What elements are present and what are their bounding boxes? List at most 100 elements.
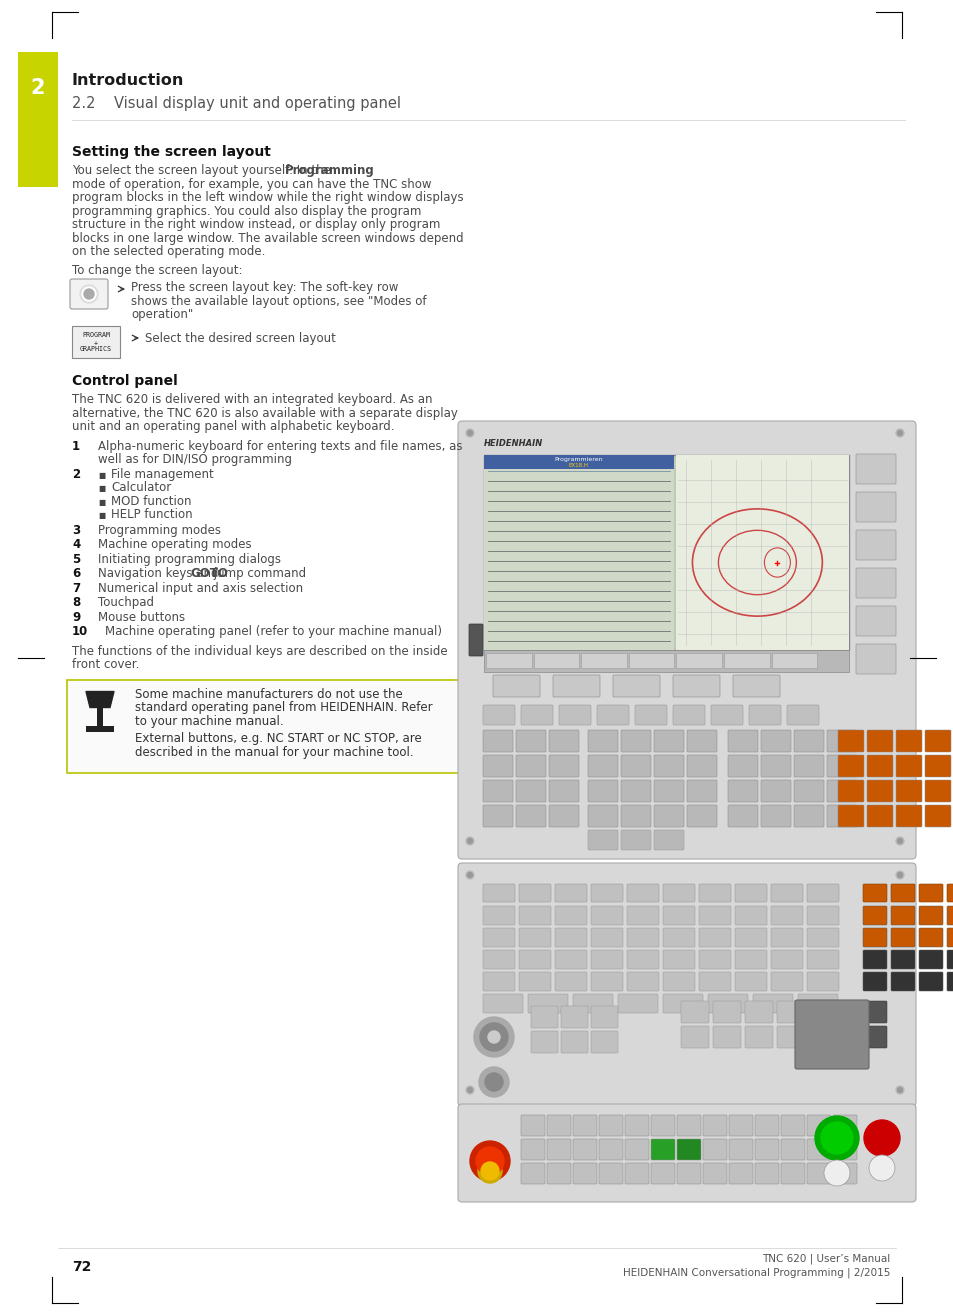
FancyBboxPatch shape — [624, 1162, 648, 1184]
Text: The TNC 620 is delivered with an integrated keyboard. As an: The TNC 620 is delivered with an integra… — [71, 393, 432, 406]
FancyBboxPatch shape — [702, 1115, 726, 1136]
FancyBboxPatch shape — [866, 730, 892, 752]
FancyBboxPatch shape — [686, 805, 717, 827]
FancyBboxPatch shape — [654, 805, 683, 827]
FancyBboxPatch shape — [662, 994, 702, 1013]
FancyBboxPatch shape — [573, 1115, 597, 1136]
FancyBboxPatch shape — [793, 730, 823, 752]
FancyBboxPatch shape — [924, 780, 950, 802]
Circle shape — [868, 1155, 894, 1181]
Text: 72: 72 — [71, 1260, 91, 1274]
FancyBboxPatch shape — [699, 928, 730, 947]
Text: 10: 10 — [71, 625, 89, 638]
FancyBboxPatch shape — [620, 755, 650, 777]
FancyBboxPatch shape — [613, 675, 659, 697]
FancyBboxPatch shape — [770, 928, 802, 947]
Circle shape — [895, 429, 903, 437]
FancyBboxPatch shape — [662, 884, 695, 902]
Circle shape — [467, 1088, 472, 1093]
FancyBboxPatch shape — [855, 606, 895, 636]
FancyBboxPatch shape — [793, 805, 823, 827]
FancyBboxPatch shape — [677, 1162, 700, 1184]
FancyBboxPatch shape — [485, 654, 531, 668]
Text: programming graphics. You could also display the program: programming graphics. You could also dis… — [71, 205, 421, 217]
FancyBboxPatch shape — [482, 884, 515, 902]
FancyBboxPatch shape — [482, 972, 515, 992]
FancyBboxPatch shape — [597, 705, 628, 725]
FancyBboxPatch shape — [924, 730, 950, 752]
Text: alternative, the TNC 620 is also available with a separate display: alternative, the TNC 620 is also availab… — [71, 406, 457, 419]
FancyBboxPatch shape — [770, 884, 802, 902]
FancyBboxPatch shape — [855, 530, 895, 560]
Text: on the selected operating mode.: on the selected operating mode. — [71, 245, 265, 258]
FancyBboxPatch shape — [946, 972, 953, 992]
Circle shape — [895, 1086, 903, 1094]
FancyBboxPatch shape — [590, 928, 622, 947]
FancyBboxPatch shape — [573, 1162, 597, 1184]
FancyBboxPatch shape — [837, 755, 863, 777]
Polygon shape — [86, 692, 113, 707]
FancyBboxPatch shape — [806, 906, 838, 924]
Circle shape — [821, 1122, 852, 1155]
FancyBboxPatch shape — [837, 780, 863, 802]
FancyBboxPatch shape — [553, 675, 599, 697]
Text: HEIDENHAIN: HEIDENHAIN — [483, 439, 542, 448]
Circle shape — [467, 839, 472, 843]
FancyBboxPatch shape — [650, 1162, 675, 1184]
FancyBboxPatch shape — [618, 994, 658, 1013]
Text: You select the screen layout yourself: In the: You select the screen layout yourself: I… — [71, 164, 335, 178]
Circle shape — [897, 839, 902, 843]
Text: 2.2    Visual display unit and operating panel: 2.2 Visual display unit and operating pa… — [71, 96, 400, 110]
FancyBboxPatch shape — [918, 884, 942, 902]
FancyBboxPatch shape — [520, 1162, 544, 1184]
FancyBboxPatch shape — [71, 326, 120, 358]
Circle shape — [465, 1086, 474, 1094]
Text: Select the desired screen layout: Select the desired screen layout — [145, 331, 335, 345]
FancyBboxPatch shape — [862, 949, 886, 969]
FancyBboxPatch shape — [546, 1162, 571, 1184]
FancyBboxPatch shape — [635, 705, 666, 725]
FancyBboxPatch shape — [67, 680, 467, 772]
FancyBboxPatch shape — [781, 1139, 804, 1160]
FancyBboxPatch shape — [699, 884, 730, 902]
Circle shape — [897, 1088, 902, 1093]
FancyBboxPatch shape — [895, 755, 921, 777]
FancyBboxPatch shape — [699, 906, 730, 924]
Text: 4: 4 — [71, 538, 80, 551]
FancyBboxPatch shape — [781, 1115, 804, 1136]
FancyBboxPatch shape — [650, 1115, 675, 1136]
FancyBboxPatch shape — [837, 805, 863, 827]
Text: to your machine manual.: to your machine manual. — [135, 714, 283, 727]
FancyBboxPatch shape — [770, 972, 802, 992]
FancyBboxPatch shape — [482, 805, 513, 827]
FancyBboxPatch shape — [702, 1139, 726, 1160]
FancyBboxPatch shape — [862, 906, 886, 924]
Text: Introduction: Introduction — [71, 74, 184, 88]
FancyBboxPatch shape — [806, 928, 838, 947]
FancyBboxPatch shape — [518, 972, 551, 992]
Circle shape — [479, 1023, 507, 1051]
Text: program blocks in the left window while the right window displays: program blocks in the left window while … — [71, 191, 463, 204]
Text: Some machine manufacturers do not use the: Some machine manufacturers do not use th… — [135, 688, 402, 701]
FancyBboxPatch shape — [590, 1006, 618, 1028]
FancyBboxPatch shape — [520, 705, 553, 725]
FancyBboxPatch shape — [555, 949, 586, 969]
FancyBboxPatch shape — [457, 863, 915, 1106]
FancyBboxPatch shape — [516, 730, 545, 752]
FancyBboxPatch shape — [598, 1162, 622, 1184]
FancyBboxPatch shape — [624, 1139, 648, 1160]
FancyBboxPatch shape — [587, 805, 618, 827]
FancyBboxPatch shape — [628, 654, 674, 668]
Circle shape — [814, 1116, 858, 1160]
FancyBboxPatch shape — [760, 780, 790, 802]
FancyBboxPatch shape — [654, 830, 683, 849]
FancyBboxPatch shape — [826, 805, 856, 827]
FancyBboxPatch shape — [626, 906, 659, 924]
Text: Programming: Programming — [284, 164, 374, 178]
FancyBboxPatch shape — [546, 1139, 571, 1160]
FancyBboxPatch shape — [677, 1115, 700, 1136]
FancyBboxPatch shape — [555, 928, 586, 947]
Text: Initiating programming dialogs: Initiating programming dialogs — [98, 552, 281, 565]
FancyBboxPatch shape — [830, 1026, 856, 1048]
Text: ■: ■ — [98, 484, 105, 493]
